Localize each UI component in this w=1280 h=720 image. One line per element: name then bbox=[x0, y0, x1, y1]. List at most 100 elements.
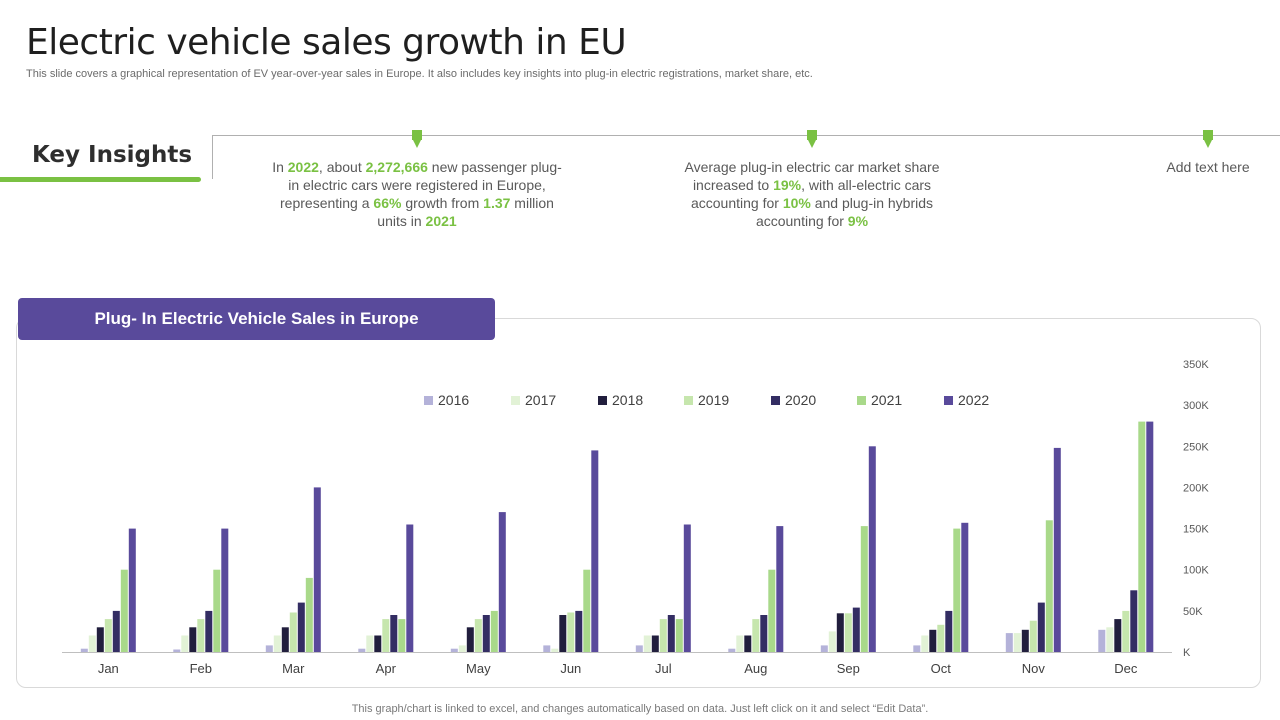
bar-2022-feb bbox=[221, 528, 229, 652]
timeline-marker-icon bbox=[807, 130, 817, 150]
key-insights-underline bbox=[0, 177, 201, 182]
bar-2017-jul bbox=[643, 635, 651, 652]
bar-2018-oct bbox=[929, 629, 937, 652]
bar-2016-apr bbox=[358, 648, 366, 652]
bar-2018-dec bbox=[1114, 619, 1122, 652]
bar-2022-apr bbox=[406, 524, 414, 652]
legend-label: 2021 bbox=[871, 392, 902, 408]
insight-highlight: 2021 bbox=[425, 213, 457, 229]
insight-highlight: 2,272,666 bbox=[365, 159, 428, 175]
chart-panel bbox=[16, 318, 1261, 688]
bar-2019-jul bbox=[659, 619, 667, 652]
bar-2017-jan bbox=[88, 635, 96, 652]
bar-2019-oct bbox=[937, 624, 945, 652]
bar-2022-may bbox=[498, 512, 506, 652]
bar-2021-feb bbox=[213, 569, 221, 652]
bar-2018-may bbox=[466, 627, 474, 652]
bar-2017-aug bbox=[736, 635, 744, 652]
insight-highlight: 2022 bbox=[287, 159, 319, 175]
legend-label: 2017 bbox=[525, 392, 556, 408]
y-tick-label: K bbox=[1183, 647, 1191, 659]
bar-2016-aug bbox=[728, 648, 736, 652]
bar-2016-may bbox=[450, 648, 458, 652]
bar-2021-oct bbox=[953, 528, 961, 652]
bar-2019-sep bbox=[844, 613, 852, 652]
legend-swatch bbox=[771, 396, 780, 405]
legend-swatch bbox=[684, 396, 693, 405]
x-tick-label: Feb bbox=[190, 661, 212, 676]
bar-2018-mar bbox=[281, 627, 289, 652]
legend-label: 2018 bbox=[612, 392, 643, 408]
bar-2020-nov bbox=[1037, 602, 1045, 652]
bar-2021-nov bbox=[1045, 520, 1053, 652]
bar-2018-jan bbox=[96, 627, 104, 652]
legend-label: 2016 bbox=[438, 392, 469, 408]
bar-2021-jul bbox=[675, 619, 683, 652]
bar-2019-apr bbox=[382, 619, 390, 652]
bar-2020-oct bbox=[945, 610, 953, 652]
key-insights-heading: Key Insights bbox=[32, 142, 193, 168]
page-title: Electric vehicle sales growth in EU bbox=[26, 22, 627, 63]
x-tick-label: Nov bbox=[1022, 661, 1046, 676]
bar-2021-aug bbox=[768, 569, 776, 652]
insight-highlight: 10% bbox=[782, 195, 811, 211]
bar-2016-nov bbox=[1005, 633, 1013, 652]
bar-2017-nov bbox=[1013, 633, 1021, 652]
bar-2018-aug bbox=[744, 635, 752, 652]
bar-2020-may bbox=[482, 615, 490, 652]
legend-label: 2019 bbox=[698, 392, 729, 408]
bar-2017-feb bbox=[181, 635, 189, 652]
x-tick-label: Jun bbox=[560, 661, 581, 676]
legend-swatch bbox=[424, 396, 433, 405]
bar-2019-mar bbox=[289, 612, 297, 652]
bar-2020-aug bbox=[760, 615, 768, 652]
insight-segment: , with all-electric cars accounting for bbox=[690, 177, 932, 211]
legend-swatch bbox=[857, 396, 866, 405]
bar-2019-jun bbox=[567, 612, 575, 652]
bar-2021-apr bbox=[398, 619, 406, 652]
x-tick-label: Aug bbox=[744, 661, 767, 676]
bar-2022-jan bbox=[128, 528, 136, 652]
bar-2022-mar bbox=[313, 487, 321, 652]
insight-segment: Average plug-in electric car market shar… bbox=[684, 159, 940, 193]
bar-2016-jan bbox=[80, 648, 88, 652]
bar-2019-may bbox=[474, 619, 482, 652]
insights-timeline-connector bbox=[212, 135, 213, 179]
x-tick-label: Apr bbox=[376, 661, 397, 676]
bar-2017-may bbox=[458, 645, 466, 652]
y-tick-label: 300K bbox=[1183, 400, 1209, 412]
bar-2017-dec bbox=[1106, 627, 1114, 652]
bar-2020-mar bbox=[297, 602, 305, 652]
insight-highlight: 66% bbox=[373, 195, 402, 211]
bar-2018-apr bbox=[374, 635, 382, 652]
bar-2016-jun bbox=[543, 645, 551, 652]
bar-2022-sep bbox=[868, 446, 876, 652]
bar-2021-sep bbox=[860, 526, 868, 652]
bar-2021-mar bbox=[305, 577, 313, 652]
bar-2022-jul bbox=[683, 524, 691, 652]
x-tick-label: Dec bbox=[1114, 661, 1138, 676]
y-tick-label: 350K bbox=[1183, 359, 1209, 371]
bar-2018-jun bbox=[559, 615, 567, 652]
bar-2018-jul bbox=[651, 635, 659, 652]
insight-text: Average plug-in electric car market shar… bbox=[662, 158, 962, 230]
insights-timeline-line bbox=[212, 135, 1280, 136]
bar-2022-nov bbox=[1053, 447, 1061, 652]
x-tick-label: Oct bbox=[931, 661, 952, 676]
bar-2017-sep bbox=[828, 631, 836, 652]
bar-2020-jul bbox=[667, 615, 675, 652]
x-tick-label: May bbox=[466, 661, 491, 676]
chart-title: Plug- In Electric Vehicle Sales in Europ… bbox=[18, 298, 495, 340]
y-tick-label: 150K bbox=[1183, 524, 1209, 536]
bar-2020-jun bbox=[575, 610, 583, 652]
bar-2018-sep bbox=[836, 613, 844, 652]
insight-segment: and plug-in hybrids accounting for bbox=[755, 195, 934, 229]
x-tick-label: Jul bbox=[655, 661, 672, 676]
insight-highlight: 19% bbox=[773, 177, 802, 193]
insight-highlight: 1.37 bbox=[483, 195, 511, 211]
insight-segment: new passenger plug-in electric cars were… bbox=[280, 159, 562, 211]
y-tick-label: 200K bbox=[1183, 482, 1209, 494]
bar-2021-jun bbox=[583, 569, 591, 652]
bar-2016-feb bbox=[173, 649, 181, 652]
